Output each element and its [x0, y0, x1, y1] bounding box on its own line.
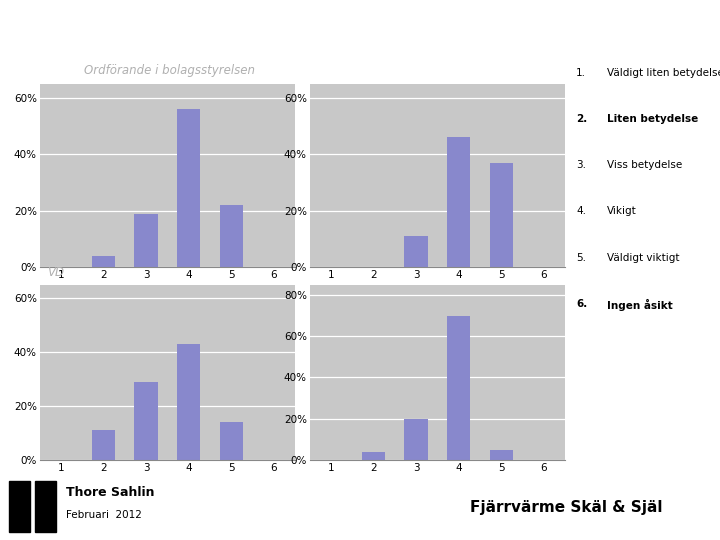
Text: Viss betydelse: Viss betydelse	[607, 160, 682, 170]
Bar	[135, 382, 158, 460]
Bar	[220, 205, 243, 267]
Text: 1.: 1.	[576, 68, 586, 78]
Bar	[490, 163, 513, 267]
Text: 4.: 4.	[576, 206, 586, 217]
Bar	[405, 236, 428, 267]
Text: Thore Sahlin: Thore Sahlin	[66, 486, 155, 499]
Text: 6.: 6.	[576, 299, 588, 309]
Bar	[447, 137, 470, 267]
Text: Ingen åsikt: Ingen åsikt	[607, 299, 672, 311]
Text: Betydelse av kommunal ägare de senaste 10 åren & kommande 10 åren: Betydelse av kommunal ägare de senaste 1…	[18, 25, 614, 42]
Bar	[447, 315, 470, 460]
Bar	[405, 419, 428, 460]
Text: Vikigt: Vikigt	[607, 206, 636, 217]
Bar	[177, 344, 200, 460]
Bar	[135, 214, 158, 267]
Bar	[490, 450, 513, 460]
Text: VD: VD	[47, 266, 64, 279]
Text: Väldigt liten betydelse: Väldigt liten betydelse	[607, 68, 720, 78]
Text: 2.: 2.	[576, 114, 588, 124]
Bar	[220, 422, 243, 460]
Text: 3.: 3.	[576, 160, 586, 170]
Text: p: p	[15, 500, 24, 513]
Bar	[91, 430, 115, 460]
Text: Väldigt viktigt: Väldigt viktigt	[607, 253, 680, 263]
Bar	[177, 109, 200, 267]
Text: p: p	[41, 500, 50, 513]
Text: Fjärrvärme Skäl & Själ: Fjärrvärme Skäl & Själ	[469, 500, 662, 515]
Text: Februari  2012: Februari 2012	[66, 510, 142, 521]
Bar	[361, 452, 385, 460]
Bar	[91, 256, 115, 267]
Text: Liten betydelse: Liten betydelse	[607, 114, 698, 124]
Text: Ordförande i bolagsstyrelsen: Ordförande i bolagsstyrelsen	[84, 64, 255, 77]
Text: 5.: 5.	[576, 253, 586, 263]
